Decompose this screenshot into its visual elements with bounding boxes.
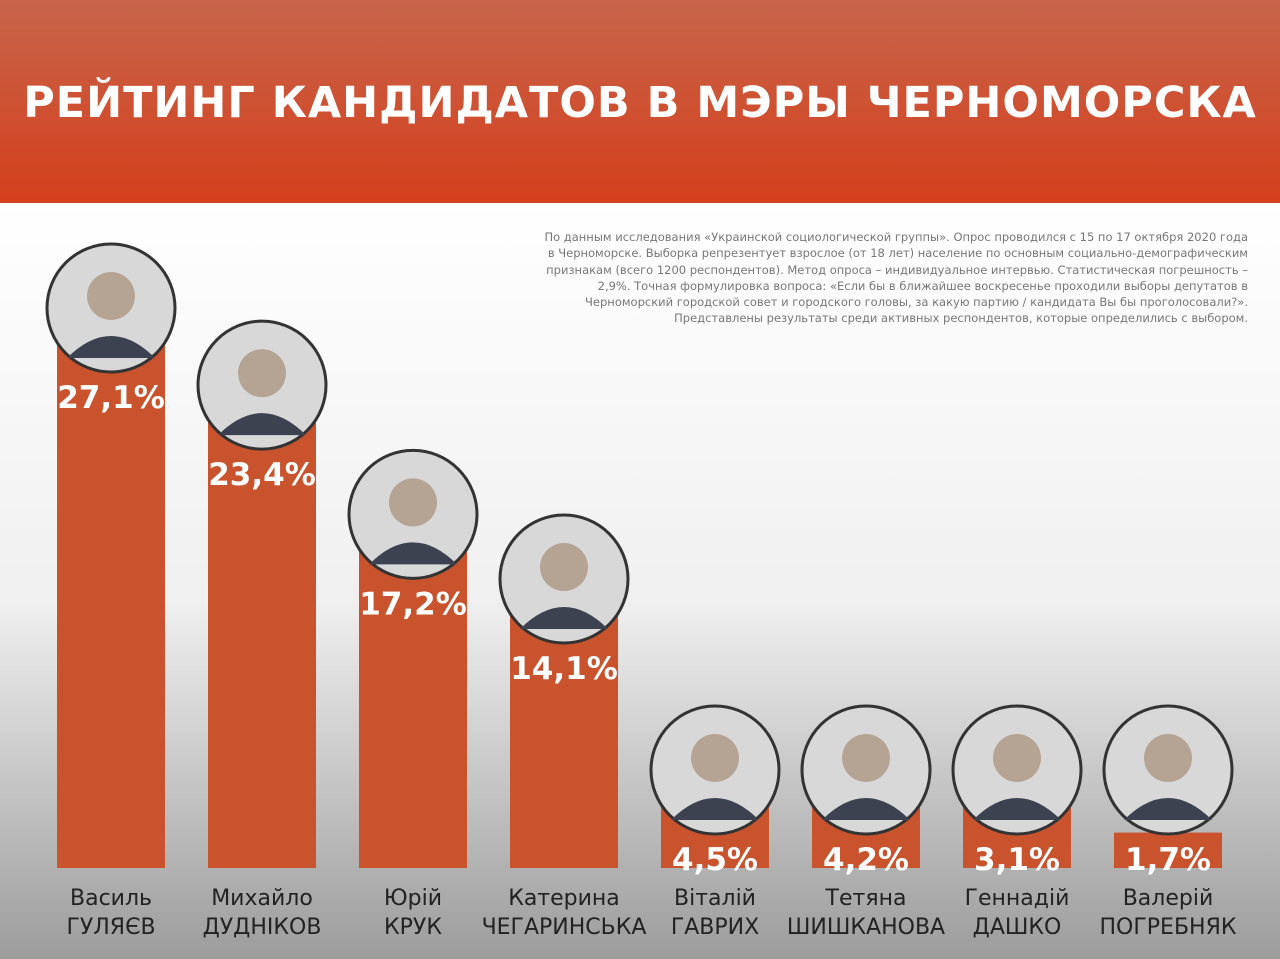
value-label: 3,1%: [974, 842, 1060, 878]
value-label: 4,2%: [823, 842, 909, 878]
candidate-name: Василь ГУЛЯЄВ: [66, 886, 156, 940]
photo-head: [87, 272, 135, 320]
note-line: По данным исследования «Украинской социо…: [544, 230, 1248, 244]
photo-head: [389, 478, 437, 527]
candidate-name: Тетяна ШИШКАНОВА: [786, 886, 946, 940]
value-label: 4,5%: [672, 842, 758, 878]
photo-head: [691, 734, 739, 782]
photo-body: [1124, 798, 1212, 820]
note-line: 2,9%. Точная формулировка вопроса: «Если…: [597, 278, 1248, 293]
bar: [1114, 832, 1222, 868]
candidate-name: Катерина ЧЕГАРИНСЬКА: [481, 886, 647, 940]
photo-body: [973, 798, 1061, 820]
candidate-name: Юрій КРУК: [383, 886, 443, 940]
bar: [208, 380, 316, 868]
value-label: 17,2%: [359, 586, 467, 622]
note-line: признакам (всего 1200 респондентов). Мет…: [546, 262, 1248, 277]
note-line: Представлены результаты среди активных р…: [674, 311, 1248, 326]
chart-title: РЕЙТИНГ КАНДИДАТОВ В МЭРЫ ЧЕРНОМОРСКА: [23, 78, 1257, 128]
photo-body: [67, 336, 155, 358]
value-label: 1,7%: [1125, 842, 1211, 878]
note: По данным исследования «Украинской социо…: [544, 229, 1248, 327]
photo-body: [369, 542, 457, 565]
photo-head: [540, 543, 588, 592]
photo-head: [842, 734, 890, 782]
candidate-name: Віталій ГАВРИХ: [670, 886, 760, 940]
photo-head: [1144, 734, 1192, 782]
candidate-name: Геннадій ДАШКО: [964, 886, 1070, 940]
note-line: в Черноморске. Выборка репрезентует взро…: [547, 246, 1248, 261]
bar: [57, 303, 165, 868]
value-label: 14,1%: [510, 651, 618, 687]
photo-body: [822, 798, 910, 820]
candidate-name: Михайло ДУДНІКОВ: [202, 886, 322, 940]
value-label: 27,1%: [57, 380, 165, 416]
header: [0, 0, 1280, 203]
photo-head: [238, 349, 286, 398]
photo-body: [520, 607, 608, 630]
photo-head: [993, 734, 1041, 782]
value-label: 23,4%: [208, 457, 316, 493]
candidate-name: Валерій ПОГРЕБНЯК: [1099, 886, 1237, 940]
photo-body: [218, 413, 306, 436]
note-line: Черноморский городской совет и городског…: [585, 295, 1248, 310]
photo-body: [671, 798, 759, 820]
